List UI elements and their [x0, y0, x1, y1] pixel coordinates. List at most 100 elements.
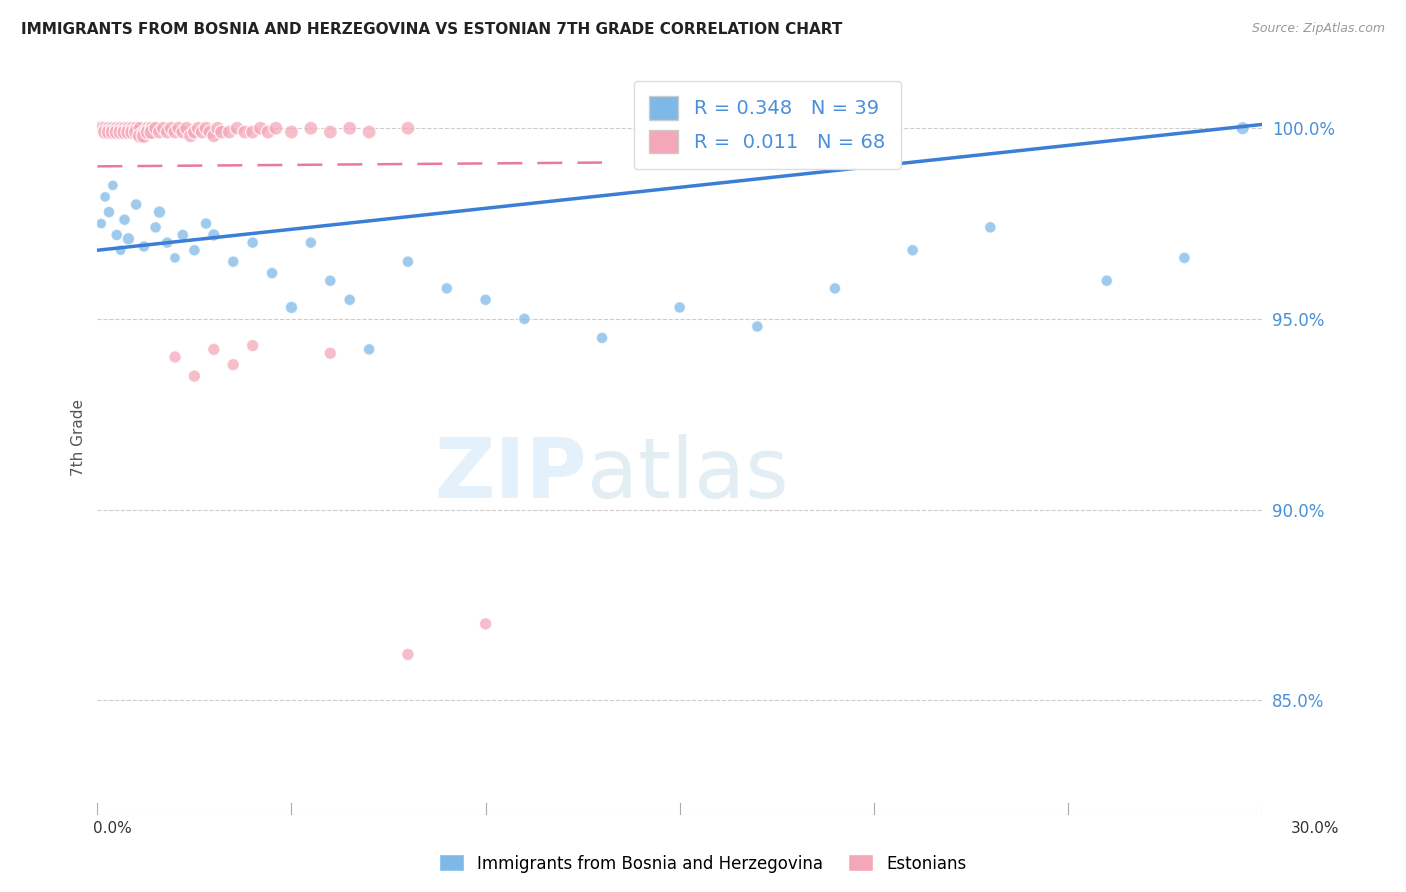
Point — [260, 266, 283, 280]
Point — [202, 227, 225, 242]
Text: 0.0%: 0.0% — [93, 821, 132, 836]
Point — [257, 125, 280, 139]
Point — [191, 125, 214, 139]
Point — [91, 121, 114, 136]
Point — [110, 125, 132, 139]
Point — [183, 369, 205, 384]
Point — [145, 220, 167, 235]
Point — [319, 346, 342, 360]
Point — [105, 121, 128, 136]
Point — [148, 125, 170, 139]
Point — [94, 125, 117, 139]
Point — [110, 121, 132, 136]
Point — [176, 121, 198, 136]
Point — [396, 648, 419, 662]
Point — [474, 616, 496, 631]
Point — [264, 121, 287, 136]
Point — [167, 121, 190, 136]
Point — [94, 190, 117, 204]
Point — [90, 121, 112, 136]
Point — [979, 220, 1001, 235]
Text: ZIP: ZIP — [434, 434, 586, 516]
Point — [117, 125, 139, 139]
Point — [242, 235, 264, 250]
Point — [1173, 251, 1195, 265]
Point — [280, 125, 302, 139]
Point — [242, 125, 264, 139]
Point — [141, 121, 163, 136]
Text: IMMIGRANTS FROM BOSNIA AND HERZEGOVINA VS ESTONIAN 7TH GRADE CORRELATION CHART: IMMIGRANTS FROM BOSNIA AND HERZEGOVINA V… — [21, 22, 842, 37]
Point — [172, 227, 194, 242]
Legend: R = 0.348   N = 39, R =  0.011   N = 68: R = 0.348 N = 39, R = 0.011 N = 68 — [634, 80, 901, 169]
Point — [396, 121, 419, 136]
Point — [187, 121, 209, 136]
Point — [125, 125, 148, 139]
Point — [319, 274, 342, 288]
Point — [280, 301, 302, 315]
Point — [226, 121, 249, 136]
Point — [222, 358, 245, 372]
Point — [183, 125, 205, 139]
Point — [117, 121, 139, 136]
Point — [474, 293, 496, 307]
Point — [101, 125, 124, 139]
Point — [183, 244, 205, 258]
Point — [172, 125, 194, 139]
Point — [396, 254, 419, 268]
Point — [98, 121, 121, 136]
Point — [132, 125, 155, 139]
Point — [339, 293, 361, 307]
Point — [129, 121, 152, 136]
Point — [141, 125, 163, 139]
Point — [163, 251, 186, 265]
Point — [195, 217, 218, 231]
Point — [145, 121, 167, 136]
Point — [105, 227, 128, 242]
Point — [90, 217, 112, 231]
Point — [202, 343, 225, 357]
Point — [319, 125, 342, 139]
Point — [136, 121, 159, 136]
Point — [299, 235, 322, 250]
Point — [195, 121, 218, 136]
Point — [222, 254, 245, 268]
Point — [129, 128, 152, 143]
Point — [211, 125, 233, 139]
Point — [152, 121, 174, 136]
Point — [591, 331, 613, 345]
Point — [436, 281, 458, 295]
Point — [218, 125, 240, 139]
Point — [121, 121, 143, 136]
Point — [125, 197, 148, 211]
Point — [156, 235, 179, 250]
Point — [249, 121, 271, 136]
Point — [136, 125, 159, 139]
Point — [132, 239, 155, 253]
Point — [207, 121, 229, 136]
Point — [114, 212, 136, 227]
Point — [668, 301, 690, 315]
Point — [160, 121, 183, 136]
Point — [114, 125, 136, 139]
Point — [121, 125, 143, 139]
Text: atlas: atlas — [586, 434, 789, 516]
Point — [901, 244, 924, 258]
Point — [89, 121, 111, 136]
Point — [125, 121, 148, 136]
Point — [156, 125, 179, 139]
Point — [105, 125, 128, 139]
Point — [180, 128, 202, 143]
Point — [94, 121, 117, 136]
Point — [1095, 274, 1118, 288]
Point — [117, 232, 139, 246]
Point — [101, 121, 124, 136]
Text: 30.0%: 30.0% — [1291, 821, 1339, 836]
Point — [202, 128, 225, 143]
Point — [110, 244, 132, 258]
Point — [747, 319, 769, 334]
Point — [359, 343, 381, 357]
Point — [359, 125, 381, 139]
Text: Source: ZipAtlas.com: Source: ZipAtlas.com — [1251, 22, 1385, 36]
Point — [114, 121, 136, 136]
Point — [242, 338, 264, 352]
